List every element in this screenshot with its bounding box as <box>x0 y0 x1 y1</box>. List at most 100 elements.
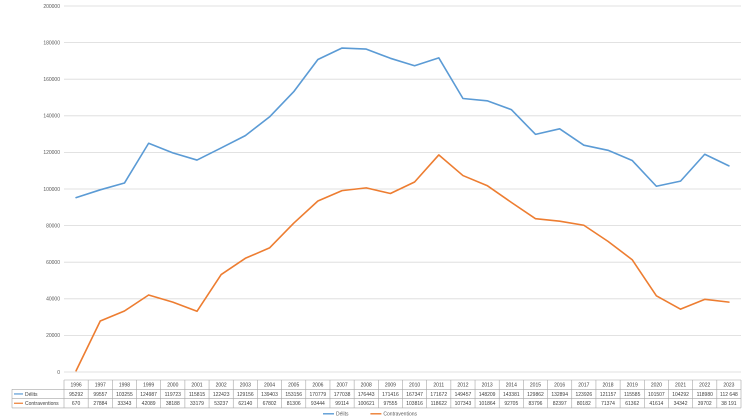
data-label: 670 <box>72 401 81 407</box>
data-label: 81306 <box>287 401 301 407</box>
x-tick-label: 2000 <box>167 382 178 388</box>
data-label: 83796 <box>529 401 543 407</box>
x-tick-label: 2015 <box>530 382 541 388</box>
data-label: 177038 <box>334 392 351 398</box>
data-label: 119723 <box>165 392 182 398</box>
x-tick-label: 2007 <box>336 382 347 388</box>
data-label: 115585 <box>624 392 641 398</box>
data-label: 80182 <box>577 401 591 407</box>
x-tick-label: 2017 <box>578 382 589 388</box>
x-tick-label: 1998 <box>119 382 130 388</box>
data-label: 170779 <box>310 392 327 398</box>
data-label: 148209 <box>479 392 496 398</box>
y-tick-label: 40000 <box>46 297 60 303</box>
data-label: 71374 <box>601 401 615 407</box>
legend-label: Délits <box>336 411 349 417</box>
x-tick-label: 2010 <box>409 382 420 388</box>
data-label: 67802 <box>263 401 277 407</box>
y-tick-label: 120000 <box>43 150 60 156</box>
x-tick-label: 2012 <box>457 382 468 388</box>
y-tick-label: 80000 <box>46 223 60 229</box>
data-label: 93444 <box>311 401 325 407</box>
data-label: 42089 <box>142 401 156 407</box>
data-label: 129862 <box>527 392 544 398</box>
data-label: 34342 <box>674 401 688 407</box>
data-label: 95292 <box>69 392 83 398</box>
table-series-name: Délits <box>25 392 38 398</box>
y-tick-label: 180000 <box>43 40 60 46</box>
gridlines <box>64 5 741 373</box>
data-label: 62140 <box>238 401 252 407</box>
data-label: 82397 <box>553 401 567 407</box>
data-label: 121157 <box>600 392 617 398</box>
data-label: 124987 <box>140 392 157 398</box>
x-tick-label: 2009 <box>385 382 396 388</box>
data-label: 101507 <box>648 392 665 398</box>
data-label: 33179 <box>190 401 204 407</box>
y-tick-label: 160000 <box>43 77 60 83</box>
data-label: 171672 <box>430 392 447 398</box>
x-tick-label: 2005 <box>288 382 299 388</box>
x-tick-label: 1999 <box>143 382 154 388</box>
y-tick-label: 0 <box>57 370 60 376</box>
x-tick-label: 2019 <box>627 382 638 388</box>
data-label: 33343 <box>117 401 131 407</box>
data-label: 132894 <box>551 392 568 398</box>
series-lines <box>75 47 730 372</box>
data-label: 176443 <box>358 392 375 398</box>
data-label: 92705 <box>504 401 518 407</box>
data-label: 115815 <box>189 392 206 398</box>
x-tick-label: 2011 <box>433 382 444 388</box>
data-label: 107343 <box>455 401 472 407</box>
data-label: 99114 <box>335 401 349 407</box>
data-label: 103816 <box>406 401 423 407</box>
table-series-name: Contraventions <box>25 401 59 407</box>
data-label: 139403 <box>261 392 278 398</box>
data-table: 1996 1997 1998 1999 2000 2001 2002 2003 2004 2005… <box>11 379 742 409</box>
x-tick-label: 2008 <box>361 382 372 388</box>
data-label: 41614 <box>649 401 663 407</box>
data-label: 27884 <box>93 401 107 407</box>
y-tick-label: 100000 <box>43 187 60 193</box>
x-tick-label: 2001 <box>191 382 202 388</box>
series-line <box>75 154 730 372</box>
data-label: 38 191 <box>721 401 737 407</box>
data-label: 122423 <box>213 392 230 398</box>
data-label: 167347 <box>406 392 423 398</box>
x-tick-label: 2018 <box>602 382 613 388</box>
y-tick-label: 140000 <box>43 114 60 120</box>
y-tick-label: 200000 <box>43 4 60 10</box>
data-label: 103255 <box>116 392 133 398</box>
data-label: 99557 <box>93 392 107 398</box>
data-label: 38188 <box>166 401 180 407</box>
data-label: 61362 <box>625 401 639 407</box>
x-tick-label: 2021 <box>675 382 686 388</box>
legend-label: Contraventions <box>383 411 417 417</box>
data-label: 104292 <box>672 392 689 398</box>
y-tick-label: 60000 <box>46 260 60 266</box>
data-label: 129156 <box>237 392 254 398</box>
data-label: 101864 <box>479 401 496 407</box>
data-label: 123926 <box>575 392 592 398</box>
data-label: 171416 <box>382 392 399 398</box>
data-label: 112 648 <box>720 392 738 398</box>
x-tick-label: 1997 <box>95 382 106 388</box>
x-tick-label: 2013 <box>482 382 493 388</box>
data-label: 143381 <box>503 392 520 398</box>
data-label: 149457 <box>455 392 472 398</box>
y-axis: 0 20000 40000 60000 80000 100000 120000 140000 1… <box>43 4 60 376</box>
x-tick-label: 2023 <box>723 382 734 388</box>
data-label: 153156 <box>285 392 302 398</box>
y-tick-label: 20000 <box>46 333 60 339</box>
legend: Délits Contraventions <box>323 411 418 417</box>
data-label: 53237 <box>214 401 228 407</box>
x-tick-label: 2020 <box>651 382 662 388</box>
x-tick-label: 2003 <box>240 382 251 388</box>
x-tick-label: 2006 <box>312 382 323 388</box>
x-tick-label: 2014 <box>506 382 517 388</box>
data-label: 97555 <box>383 401 397 407</box>
data-label: 39702 <box>698 401 712 407</box>
data-label: 118622 <box>431 401 448 407</box>
x-tick-label: 2004 <box>264 382 275 388</box>
